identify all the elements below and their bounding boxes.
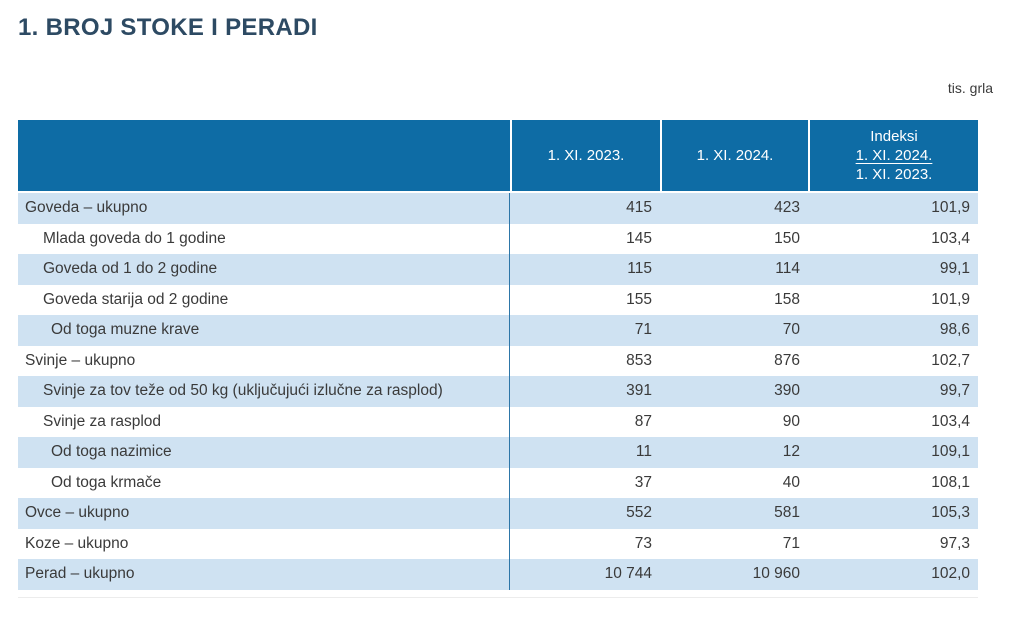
value-2023: 155 bbox=[510, 284, 660, 315]
value-index: 98,6 bbox=[808, 315, 978, 346]
row-label: Od toga nazimice bbox=[18, 437, 510, 468]
table-row: Od toga muzne krave 71 70 98,6 bbox=[18, 315, 978, 346]
row-label: Perad – ukupno bbox=[18, 559, 510, 590]
value-index: 103,4 bbox=[808, 406, 978, 437]
value-2024: 390 bbox=[660, 376, 808, 407]
bottom-rule bbox=[18, 597, 978, 598]
value-2024: 90 bbox=[660, 406, 808, 437]
table-row: Perad – ukupno 10 744 10 960 102,0 bbox=[18, 559, 978, 590]
row-label: Koze – ukupno bbox=[18, 528, 510, 559]
value-2024: 70 bbox=[660, 315, 808, 346]
value-2023: 552 bbox=[510, 498, 660, 529]
value-index: 103,4 bbox=[808, 223, 978, 254]
header-col-index: Indeksi 1. XI. 2024. 1. XI. 2023. bbox=[808, 120, 978, 193]
value-2023: 415 bbox=[510, 193, 660, 224]
value-2023: 145 bbox=[510, 223, 660, 254]
value-2024: 10 960 bbox=[660, 559, 808, 590]
table-row: Ovce – ukupno 552 581 105,3 bbox=[18, 498, 978, 529]
row-label: Od toga muzne krave bbox=[18, 315, 510, 346]
value-2023: 853 bbox=[510, 345, 660, 376]
page-title: 1. BROJ STOKE I PERADI bbox=[18, 14, 318, 41]
value-index: 97,3 bbox=[808, 528, 978, 559]
header-col-2024: 1. XI. 2024. bbox=[660, 120, 808, 193]
table-body: Goveda – ukupno 415 423 101,9 Mlada goveda d… bbox=[18, 193, 978, 590]
header-empty-cell bbox=[18, 120, 510, 193]
index-header-denominator: 1. XI. 2023. bbox=[855, 166, 933, 183]
value-2024: 40 bbox=[660, 467, 808, 498]
value-index: 109,1 bbox=[808, 437, 978, 468]
value-index: 108,1 bbox=[808, 467, 978, 498]
value-2024: 12 bbox=[660, 437, 808, 468]
table-row: Goveda starija od 2 godine 155 158 101,9 bbox=[18, 284, 978, 315]
value-2024: 876 bbox=[660, 345, 808, 376]
table-row: Koze – ukupno 73 71 97,3 bbox=[18, 528, 978, 559]
value-2024: 150 bbox=[660, 223, 808, 254]
value-index: 101,9 bbox=[808, 193, 978, 224]
row-label: Ovce – ukupno bbox=[18, 498, 510, 529]
value-2024: 71 bbox=[660, 528, 808, 559]
value-index: 99,7 bbox=[808, 376, 978, 407]
value-2023: 87 bbox=[510, 406, 660, 437]
value-2023: 10 744 bbox=[510, 559, 660, 590]
row-label: Svinje za tov teže od 50 kg (uključujući… bbox=[18, 376, 510, 407]
row-label: Od toga krmače bbox=[18, 467, 510, 498]
value-index: 99,1 bbox=[808, 254, 978, 285]
value-index: 101,9 bbox=[808, 284, 978, 315]
value-2023: 37 bbox=[510, 467, 660, 498]
value-2024: 423 bbox=[660, 193, 808, 224]
row-label: Goveda od 1 do 2 godine bbox=[18, 254, 510, 285]
header-col-2023: 1. XI. 2023. bbox=[510, 120, 660, 193]
value-2023: 115 bbox=[510, 254, 660, 285]
value-2023: 391 bbox=[510, 376, 660, 407]
value-index: 102,0 bbox=[808, 559, 978, 590]
table-row: Goveda – ukupno 415 423 101,9 bbox=[18, 193, 978, 224]
table-header-row: 1. XI. 2023. 1. XI. 2024. Indeksi 1. XI.… bbox=[18, 120, 978, 193]
value-2023: 11 bbox=[510, 437, 660, 468]
value-2023: 71 bbox=[510, 315, 660, 346]
index-header-numerator: 1. XI. 2024. bbox=[855, 147, 933, 164]
value-2023: 73 bbox=[510, 528, 660, 559]
table-row: Svinje za tov teže od 50 kg (uključujući… bbox=[18, 376, 978, 407]
row-label: Svinje – ukupno bbox=[18, 345, 510, 376]
value-index: 105,3 bbox=[808, 498, 978, 529]
table-row: Od toga krmače 37 40 108,1 bbox=[18, 467, 978, 498]
table-row: Mlada goveda do 1 godine 145 150 103,4 bbox=[18, 223, 978, 254]
livestock-table: 1. XI. 2023. 1. XI. 2024. Indeksi 1. XI.… bbox=[18, 120, 978, 590]
table-row: Svinje – ukupno 853 876 102,7 bbox=[18, 345, 978, 376]
value-index: 102,7 bbox=[808, 345, 978, 376]
table-row: Svinje za rasplod 87 90 103,4 bbox=[18, 406, 978, 437]
value-2024: 158 bbox=[660, 284, 808, 315]
index-header-title: Indeksi bbox=[870, 128, 918, 145]
row-label: Svinje za rasplod bbox=[18, 406, 510, 437]
row-label: Mlada goveda do 1 godine bbox=[18, 223, 510, 254]
value-2024: 581 bbox=[660, 498, 808, 529]
table-row: Od toga nazimice 11 12 109,1 bbox=[18, 437, 978, 468]
unit-label: tis. grla bbox=[947, 80, 993, 96]
table-row: Goveda od 1 do 2 godine 115 114 99,1 bbox=[18, 254, 978, 285]
value-2024: 114 bbox=[660, 254, 808, 285]
row-label: Goveda starija od 2 godine bbox=[18, 284, 510, 315]
table-header: 1. XI. 2023. 1. XI. 2024. Indeksi 1. XI.… bbox=[18, 120, 978, 193]
row-label: Goveda – ukupno bbox=[18, 193, 510, 224]
